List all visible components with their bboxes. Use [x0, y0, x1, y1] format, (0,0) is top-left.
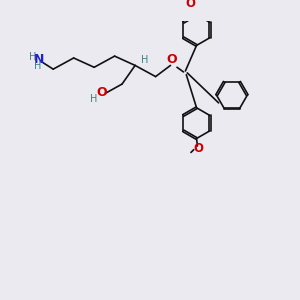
Text: O: O	[96, 86, 107, 99]
Text: O: O	[194, 142, 203, 155]
Text: O: O	[185, 0, 195, 10]
Text: H: H	[141, 55, 148, 65]
Text: H: H	[29, 52, 36, 62]
Text: H: H	[34, 61, 41, 71]
Text: N: N	[34, 53, 44, 66]
Text: O: O	[166, 53, 177, 66]
Text: H: H	[91, 94, 98, 104]
